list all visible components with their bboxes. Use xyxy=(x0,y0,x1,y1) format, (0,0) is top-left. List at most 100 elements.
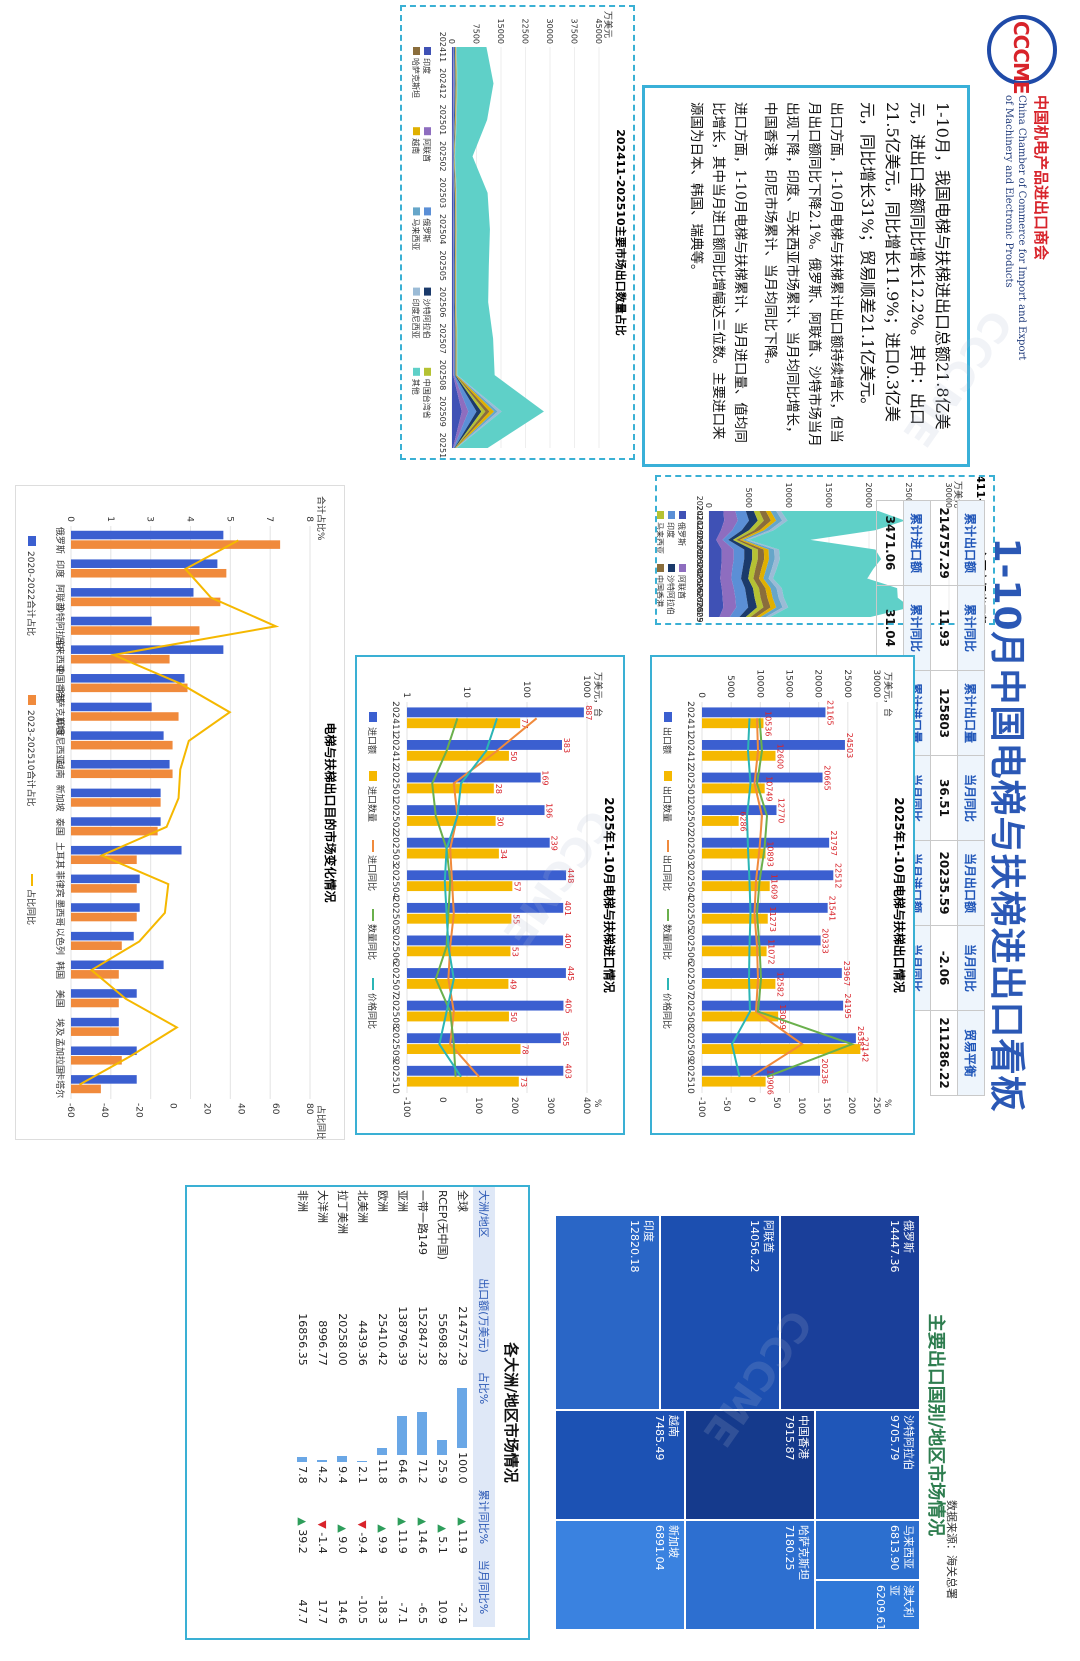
legend-label: 价格同比 xyxy=(366,993,378,1029)
continent-header: 占比% xyxy=(473,1368,495,1487)
area-series xyxy=(454,47,495,448)
kpi-value: 20235.59 xyxy=(930,840,958,926)
treemap-cell-name: 马来西亚 xyxy=(902,1525,915,1569)
x-tick-label: 202412 xyxy=(695,505,704,536)
y2-tick-label: -100 xyxy=(401,1097,411,1118)
data-label: 401 xyxy=(563,901,572,916)
share-bar xyxy=(417,1412,428,1456)
legend-label: 出口额 xyxy=(661,727,673,754)
intro-text-box: 1-10月，我国电梯与扶梯进出口总额21.8亿美元，进出口金额同比增长12.2%… xyxy=(642,85,970,467)
continent-share: 2.1 xyxy=(353,1369,373,1487)
data-label: 30 xyxy=(496,816,505,826)
x-tick-label: 中国香港 xyxy=(54,666,66,702)
x-tick-label: 越南 xyxy=(54,761,66,779)
area-series xyxy=(453,47,477,448)
x-tick-label: 印度尼西亚 xyxy=(54,718,66,763)
legend-label: 2020-2022合计占比 xyxy=(25,551,37,636)
data-label: 405 xyxy=(563,998,572,1013)
x-tick-label: 202509 xyxy=(695,592,704,623)
x-tick-label: 202504 xyxy=(438,214,447,245)
bar xyxy=(406,805,545,816)
data-label: 27142 xyxy=(860,1037,869,1062)
bar xyxy=(702,978,776,989)
source-note: 数据来源：海关总署 xyxy=(945,1500,958,1599)
x-tick-label: 202507 xyxy=(390,962,400,996)
y-tick-label: 3 xyxy=(145,516,155,522)
arrow-up-icon: ▲ xyxy=(416,1517,430,1530)
treemap-cell-name: 俄罗斯 xyxy=(902,1220,915,1253)
x-tick-label: 俄罗斯 xyxy=(54,527,66,554)
import-panel: 2025年1-10月电梯与扶梯进口情况 1 10 100 1000 -100 0 100 200… xyxy=(355,655,625,1135)
x-tick-label: 新加坡 xyxy=(54,785,66,812)
y-tick-label: 30000 xyxy=(944,483,953,508)
continent-name: 欧洲 xyxy=(376,1190,389,1212)
bar xyxy=(71,970,119,979)
org-name-cn: 中国机电产品进出口商会 xyxy=(1032,95,1050,261)
legend-label: 数量同比 xyxy=(366,924,378,960)
continent-ytd: ▲ 11.9 xyxy=(456,1517,470,1554)
y2-tick-label: 50 xyxy=(771,1097,781,1109)
x-tick-label: 202503 xyxy=(390,831,400,865)
y-axis-label: 万美元 xyxy=(602,11,614,38)
bar xyxy=(407,816,496,826)
treemap-cell: 新加坡 6891.04 xyxy=(555,1520,685,1630)
chart-title: 2025年1-10月电梯与扶梯出口情况 xyxy=(892,797,907,992)
bar xyxy=(71,588,194,597)
bar xyxy=(407,1065,564,1076)
legend-label: 马来西亚 xyxy=(657,522,664,554)
kpi-value: 125803 xyxy=(930,670,958,756)
x-tick-label: 202510 xyxy=(438,433,447,458)
legend-label: 哈萨克斯坦 xyxy=(411,58,421,98)
bar xyxy=(71,626,200,635)
bar xyxy=(71,769,173,779)
treemap-cell-name: 印度 xyxy=(642,1220,655,1242)
treemap-cell-name: 越南 xyxy=(667,1415,680,1437)
legend-label: 进口同比 xyxy=(366,855,378,891)
treemap-cell: 印度 12820.18 xyxy=(555,1215,660,1410)
data-label: 445 xyxy=(566,966,575,981)
bar xyxy=(701,848,766,859)
continent-month: 17.7 xyxy=(316,1599,330,1625)
x-tick-label: 202502 xyxy=(695,525,704,556)
legend-label: 沙特阿拉伯 xyxy=(422,299,432,339)
x-tick-label: 202510 xyxy=(695,602,704,623)
bar xyxy=(702,707,826,718)
x-tick-label: 202510 xyxy=(390,1060,400,1095)
x-tick-label: 202412 xyxy=(390,734,400,768)
bar xyxy=(70,903,140,912)
data-label: 21797 xyxy=(829,830,838,855)
intro-p2: 出口方面，1-10月电梯与扶梯累计出口额持续增长，但当月出口额同比下降2.1%。… xyxy=(762,102,844,447)
x-tick-label: 202504 xyxy=(695,544,704,575)
bar xyxy=(407,772,541,783)
kpi-label: 累计进口额 xyxy=(903,500,931,586)
data-label: 57 xyxy=(512,882,521,892)
table-row: 北美洲 4439.36 2.1 ▼ -9.4 -10.5 xyxy=(353,1187,373,1627)
area-series xyxy=(453,47,486,448)
continent-header: 出口额(万美元) xyxy=(473,1275,495,1369)
legend-label: 阿联酋 xyxy=(422,138,432,162)
bar xyxy=(407,935,564,946)
y2-tick-label: 0 xyxy=(167,1103,177,1109)
x-tick-label: 202501 xyxy=(685,766,695,800)
bar xyxy=(407,718,521,729)
data-label: 383 xyxy=(562,738,571,753)
bar xyxy=(407,968,566,978)
series-line xyxy=(438,717,498,1078)
x-tick-label: 202508 xyxy=(695,582,704,613)
data-label: 365 xyxy=(561,1031,570,1046)
share-qty-chart: 202411-202510主要市场出口数量占比 万美元 0 7500 15000 2250… xyxy=(411,11,628,463)
x-tick-label: 孟加拉国 xyxy=(54,1038,66,1074)
data-label: 26381 xyxy=(856,1026,865,1051)
bar xyxy=(71,817,161,826)
bar xyxy=(71,683,188,693)
y-tick-label: 15000 xyxy=(784,669,794,698)
bar xyxy=(70,759,170,769)
bar xyxy=(407,1076,519,1087)
treemap-cell: 沙特阿拉伯 9705.79 xyxy=(815,1410,920,1520)
x-tick-label: 202505 xyxy=(685,897,695,931)
legend-swatch xyxy=(413,127,420,136)
treemap-cell-value: 6209.61 xyxy=(874,1585,887,1631)
data-label: 11072 xyxy=(767,939,776,964)
share-bar xyxy=(357,1460,368,1463)
x-tick-label: 美国 xyxy=(54,990,66,1008)
